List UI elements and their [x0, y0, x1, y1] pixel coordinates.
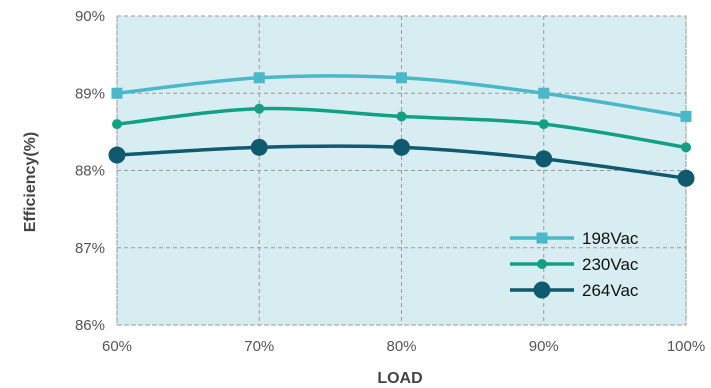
y-tick-label: 88%: [75, 163, 105, 180]
legend-item: 230Vac: [510, 255, 639, 274]
legend-item: 198Vac: [510, 229, 639, 248]
legend-label: 198Vac: [582, 229, 639, 248]
data-point: [108, 146, 126, 164]
data-point: [538, 119, 549, 130]
y-axis-title: Efficiency(%): [22, 132, 39, 232]
legend-marker: [533, 281, 551, 299]
legend-item: 264Vac: [510, 281, 639, 300]
x-tick-labels: 60% 70% 80% 90% 100%: [102, 338, 705, 355]
legend-label: 230Vac: [582, 255, 639, 274]
data-point: [677, 169, 695, 187]
y-tick-label: 86%: [75, 317, 105, 334]
data-point: [250, 138, 268, 156]
data-point: [396, 72, 407, 84]
y-tick-label: 90%: [75, 8, 105, 25]
x-tick-label: 60%: [102, 338, 132, 355]
y-tick-label: 89%: [75, 85, 105, 102]
legend-marker: [537, 259, 547, 269]
data-point: [535, 150, 553, 168]
data-point: [396, 111, 407, 122]
data-point: [538, 87, 550, 99]
x-tick-label: 100%: [667, 338, 705, 355]
data-point: [393, 138, 410, 156]
x-tick-label: 80%: [386, 338, 416, 355]
data-point: [681, 142, 691, 153]
series-198Vac: [111, 72, 692, 122]
data-point: [254, 103, 265, 114]
series-lines: [108, 72, 695, 187]
data-point: [680, 110, 692, 122]
y-tick-label: 87%: [75, 240, 105, 257]
x-tick-label: 70%: [244, 338, 274, 355]
y-tick-labels: 86% 87% 88% 89% 90%: [75, 8, 105, 334]
series-264Vac: [108, 138, 695, 187]
legend: 198Vac 230Vac 264Vac: [510, 229, 639, 300]
series-230Vac: [112, 103, 691, 153]
data-point: [112, 119, 122, 130]
data-point: [253, 72, 265, 84]
legend-label: 264Vac: [582, 281, 639, 300]
legend-marker: [536, 232, 548, 244]
x-tick-label: 90%: [529, 338, 559, 355]
x-axis-title: LOAD: [377, 370, 422, 387]
data-point: [111, 87, 123, 99]
